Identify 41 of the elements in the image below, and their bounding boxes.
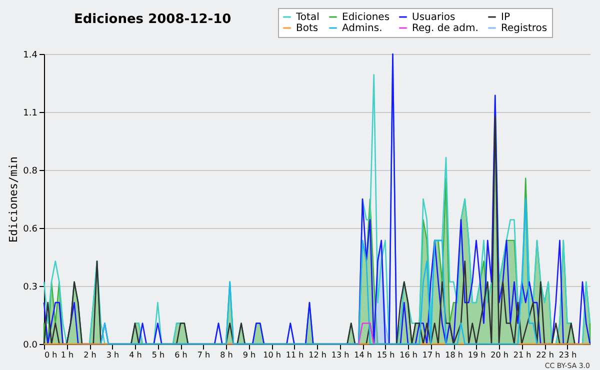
y-tick-label: 0.3 <box>23 282 38 292</box>
x-tick-label: 5 h <box>152 350 165 360</box>
x-tick-label: 11 h <box>286 350 304 360</box>
y-tick-label: 1.1 <box>23 108 38 118</box>
x-tick-label: 3 h <box>106 350 120 360</box>
chart-title: Ediciones 2008-12-10 <box>74 12 232 27</box>
legend-label: Bots <box>296 23 318 34</box>
x-tick-label: 9 h <box>242 350 256 360</box>
x-tick-label: 21 h <box>513 350 532 360</box>
x-tick-label: 6 h <box>174 350 188 360</box>
x-tick-label: 12 h <box>308 350 326 360</box>
x-tick-label: 4 h <box>129 350 142 360</box>
x-tick-label: 7 h <box>197 350 210 360</box>
x-tick-label: 2 h <box>84 350 96 360</box>
x-tick-label: 19 h <box>468 350 486 360</box>
x-tick-label: 0 h <box>44 350 58 360</box>
x-tick-label: 13 h <box>331 350 350 360</box>
y-tick-label: 0.6 <box>23 224 38 234</box>
x-tick-label: 10 h <box>263 350 281 360</box>
x-tick-label: 14 h <box>354 350 372 360</box>
legend-label: Ediciones <box>342 12 390 23</box>
y-tick-label: 1.4 <box>23 50 38 60</box>
y-tick-label: 0.8 <box>23 166 38 176</box>
x-tick-label: 23 h <box>558 350 577 360</box>
legend-label: Registros <box>501 23 548 34</box>
legend-label: IP <box>501 12 510 23</box>
x-tick-label: 8 h <box>220 350 233 360</box>
y-tick-label: 0.0 <box>23 340 38 350</box>
x-tick-label: 16 h <box>400 350 418 360</box>
line-series <box>100 198 538 345</box>
x-tick-label: 22 h <box>536 350 554 360</box>
x-tick-label: 15 h <box>376 350 395 360</box>
x-tick-label: 1 h <box>60 350 74 360</box>
legend-label: Reg. de adm. <box>412 23 478 34</box>
legend-label: Total <box>295 12 320 23</box>
x-tick-label: 20 h <box>490 350 508 360</box>
x-tick-label: 17 h <box>422 350 440 360</box>
y-axis-title: Ediciones/min <box>7 156 20 243</box>
legend-label: Admins. <box>342 23 382 34</box>
legend-label: Usuarios <box>412 12 456 23</box>
x-tick-label: 18 h <box>445 350 463 360</box>
